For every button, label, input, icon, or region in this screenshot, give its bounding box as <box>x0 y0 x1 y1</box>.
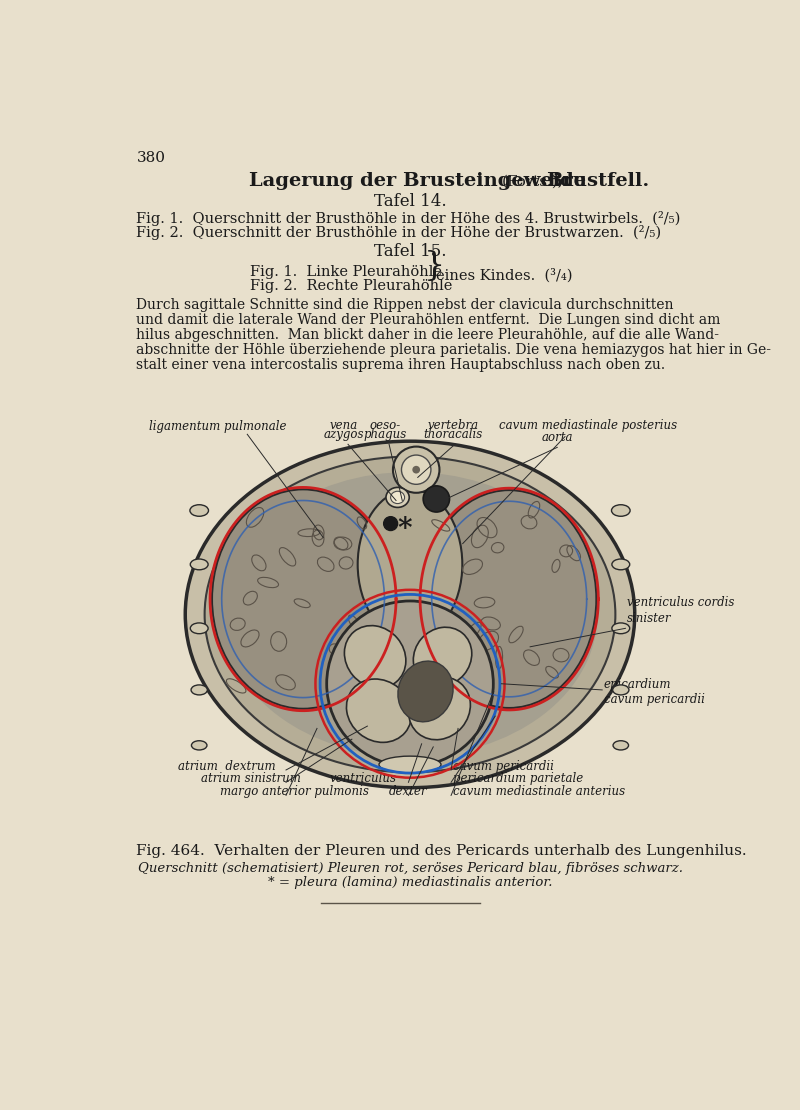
Ellipse shape <box>611 505 630 516</box>
Ellipse shape <box>358 490 462 639</box>
Ellipse shape <box>398 662 453 722</box>
Ellipse shape <box>222 472 598 757</box>
Text: cavum pericardii: cavum pericardii <box>604 693 705 706</box>
Text: und damit die laterale Wand der Pleurahöhlen entfernt.  Die Lungen sind dicht am: und damit die laterale Wand der Pleurahö… <box>137 313 721 326</box>
Text: aorta: aorta <box>542 431 573 444</box>
Text: ventriculus: ventriculus <box>330 773 397 785</box>
Text: Tafel 14.: Tafel 14. <box>374 192 446 210</box>
Circle shape <box>402 455 431 484</box>
Text: atrium  dextrum: atrium dextrum <box>178 760 275 773</box>
Text: pulmo
dexter: pulmo dexter <box>269 573 322 613</box>
Text: epicardium: epicardium <box>604 677 671 690</box>
Ellipse shape <box>386 487 410 507</box>
Ellipse shape <box>390 492 405 504</box>
Text: ligamentum pulmonale: ligamentum pulmonale <box>149 421 286 433</box>
Ellipse shape <box>345 626 406 688</box>
Text: Durch sagittale Schnitte sind die Rippen nebst der clavicula durchschnitten: Durch sagittale Schnitte sind die Rippen… <box>137 297 674 312</box>
Ellipse shape <box>190 559 208 569</box>
Ellipse shape <box>612 559 630 569</box>
Circle shape <box>393 446 439 493</box>
Text: pulmo
sinister: pulmo sinister <box>479 577 539 616</box>
Circle shape <box>412 466 420 474</box>
Text: Querschnitt (schematisiert) Pleuren rot, seröses Pericard blau, fibröses schwarz: Querschnitt (schematisiert) Pleuren rot,… <box>138 862 682 876</box>
Ellipse shape <box>190 623 208 634</box>
Ellipse shape <box>191 740 207 750</box>
Text: phagus: phagus <box>363 428 407 441</box>
Text: Fig. 2.  Rechte Pleurahöhle: Fig. 2. Rechte Pleurahöhle <box>250 280 452 293</box>
Ellipse shape <box>409 677 470 739</box>
Text: vena: vena <box>330 418 358 432</box>
Ellipse shape <box>190 505 209 516</box>
Text: atrium sinistrum: atrium sinistrum <box>201 773 301 785</box>
Text: oeso-: oeso- <box>370 418 401 432</box>
Ellipse shape <box>346 679 411 743</box>
Ellipse shape <box>422 491 596 708</box>
Text: *: * <box>398 516 412 544</box>
Ellipse shape <box>379 756 441 773</box>
Ellipse shape <box>212 490 394 709</box>
Text: }: } <box>424 250 445 282</box>
Text: cavum pericardii: cavum pericardii <box>453 760 554 773</box>
Text: Brustfell.: Brustfell. <box>546 172 650 190</box>
Text: Tafel 15.: Tafel 15. <box>374 243 446 261</box>
Ellipse shape <box>612 623 630 634</box>
Ellipse shape <box>186 441 634 788</box>
Text: pericardium parietale: pericardium parietale <box>453 773 583 785</box>
Text: ventriculus cordis
sinister: ventriculus cordis sinister <box>627 596 734 625</box>
Text: azygos: azygos <box>324 428 364 441</box>
Text: Fig. 2.  Querschnitt der Brusthöhle in der Höhe der Brustwarzen.  (²/₅): Fig. 2. Querschnitt der Brusthöhle in de… <box>137 225 662 240</box>
Ellipse shape <box>205 456 615 773</box>
Ellipse shape <box>191 685 207 695</box>
Text: dexter: dexter <box>389 786 428 798</box>
Text: stalt einer vena intercostalis suprema ihren Hauptabschluss nach oben zu.: stalt einer vena intercostalis suprema i… <box>137 357 666 372</box>
Text: Fig. 1.  Querschnitt der Brusthöhle in der Höhe des 4. Brustwirbels.  (²/₅): Fig. 1. Querschnitt der Brusthöhle in de… <box>137 211 681 225</box>
Text: abschnitte der Höhle überziehende pleura parietalis. Die vena hemiazygos hat hie: abschnitte der Höhle überziehende pleura… <box>137 343 771 356</box>
Circle shape <box>423 486 450 512</box>
Text: Fig. 1.  Linke Pleurahöhle: Fig. 1. Linke Pleurahöhle <box>250 264 442 279</box>
Text: (Forts.),: (Forts.), <box>502 174 563 189</box>
Text: cavum mediastinale anterius: cavum mediastinale anterius <box>453 786 625 798</box>
Text: thoracalis: thoracalis <box>423 428 482 441</box>
Circle shape <box>384 516 398 531</box>
Ellipse shape <box>613 740 629 750</box>
Ellipse shape <box>414 627 472 686</box>
Text: Fig. 464.  Verhalten der Pleuren und des Pericards unterhalb des Lungenhilus.: Fig. 464. Verhalten der Pleuren und des … <box>137 845 747 858</box>
Text: 380: 380 <box>137 151 166 165</box>
Ellipse shape <box>613 685 629 695</box>
Text: vertebra: vertebra <box>427 418 478 432</box>
Text: hilus abgeschnitten.  Man blickt daher in die leere Pleurahöhle, auf die alle Wa: hilus abgeschnitten. Man blickt daher in… <box>137 327 719 342</box>
Text: eines Kindes.  (³/₄): eines Kindes. (³/₄) <box>435 269 572 283</box>
Text: cavum mediastinale posterius: cavum mediastinale posterius <box>499 418 678 432</box>
Text: Lagerung der Brusteingeweide: Lagerung der Brusteingeweide <box>249 172 586 190</box>
Text: margo anterior pulmonis: margo anterior pulmonis <box>220 786 369 798</box>
Ellipse shape <box>326 601 494 767</box>
Text: * = pleura (lamina) mediastinalis anterior.: * = pleura (lamina) mediastinalis anteri… <box>268 876 552 889</box>
